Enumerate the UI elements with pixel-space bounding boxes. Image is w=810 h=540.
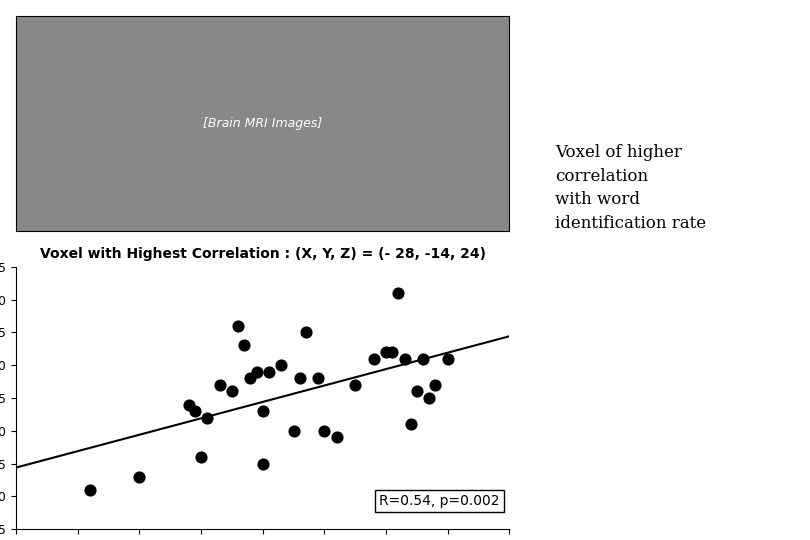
Point (256, 459, 269, 468)
Point (404, 420, 417, 429)
Text: Voxel of higher
correlation
with word
identification rate: Voxel of higher correlation with word id… (555, 145, 706, 232)
Point (225, 387, 238, 396)
Point (349, 381, 362, 389)
Point (238, 341, 251, 350)
Point (392, 289, 405, 298)
Point (201, 413, 214, 422)
Point (287, 427, 300, 435)
Point (262, 367, 275, 376)
Point (441, 354, 454, 363)
Point (293, 374, 306, 383)
Point (318, 427, 330, 435)
Point (423, 394, 436, 402)
Point (380, 348, 393, 356)
Point (398, 354, 411, 363)
Point (416, 354, 429, 363)
Text: [Brain MRI Images]: [Brain MRI Images] (203, 117, 322, 130)
Point (232, 321, 245, 330)
Point (428, 381, 441, 389)
Point (367, 354, 380, 363)
Point (213, 381, 226, 389)
Point (189, 407, 202, 415)
Point (312, 374, 325, 383)
Point (386, 348, 399, 356)
Point (244, 374, 257, 383)
Point (250, 367, 263, 376)
Point (256, 407, 269, 415)
Point (300, 328, 313, 336)
Text: R=0.54, p=0.002: R=0.54, p=0.002 (379, 494, 500, 508)
Point (330, 433, 343, 442)
Point (411, 387, 424, 396)
Point (275, 361, 288, 369)
Point (194, 453, 207, 461)
Point (133, 472, 146, 481)
Point (83, 485, 96, 494)
Point (182, 400, 195, 409)
Title: Voxel with Highest Correlation : (X, Y, Z) = (- 28, -14, 24): Voxel with Highest Correlation : (X, Y, … (40, 247, 486, 261)
